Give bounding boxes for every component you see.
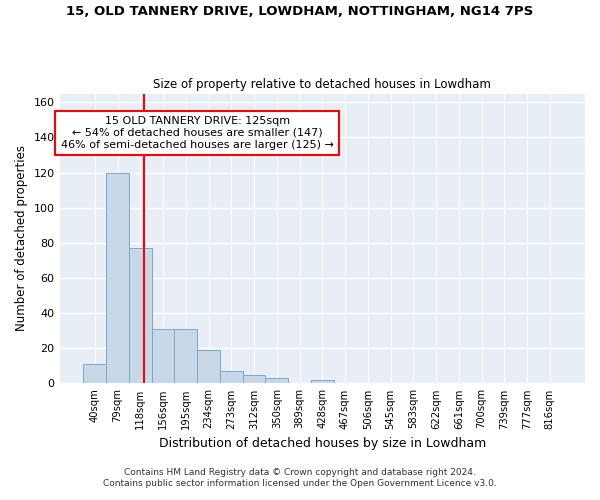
Bar [197, 350, 220, 384]
Bar [129, 248, 152, 384]
Text: 15, OLD TANNERY DRIVE, LOWDHAM, NOTTINGHAM, NG14 7PS: 15, OLD TANNERY DRIVE, LOWDHAM, NOTTINGH… [67, 5, 533, 18]
Bar [83, 364, 106, 384]
Bar [106, 172, 129, 384]
Bar [265, 378, 288, 384]
Text: 15 OLD TANNERY DRIVE: 125sqm
← 54% of detached houses are smaller (147)
46% of s: 15 OLD TANNERY DRIVE: 125sqm ← 54% of de… [61, 116, 334, 150]
X-axis label: Distribution of detached houses by size in Lowdham: Distribution of detached houses by size … [158, 437, 486, 450]
Bar [242, 374, 265, 384]
Bar [152, 329, 175, 384]
Title: Size of property relative to detached houses in Lowdham: Size of property relative to detached ho… [154, 78, 491, 91]
Bar [220, 371, 242, 384]
Bar [311, 380, 334, 384]
Bar [175, 329, 197, 384]
Y-axis label: Number of detached properties: Number of detached properties [15, 146, 28, 332]
Text: Contains HM Land Registry data © Crown copyright and database right 2024.
Contai: Contains HM Land Registry data © Crown c… [103, 468, 497, 487]
